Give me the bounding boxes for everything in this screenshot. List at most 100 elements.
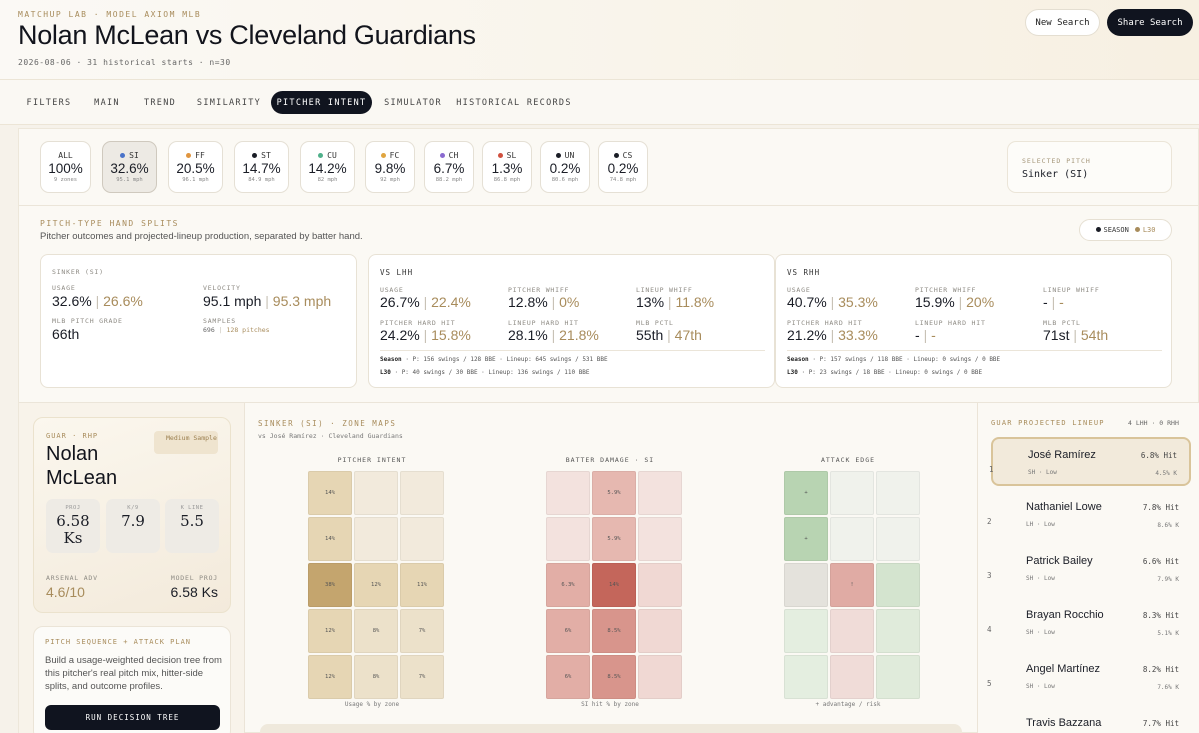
pitch-chip-ff[interactable]: FF 20.5% 96.1 mph	[168, 141, 223, 193]
batter-damage-zone-cell[interactable]: 8.5%	[592, 655, 636, 699]
run-decision-tree-button[interactable]: RUN DECISION TREE	[45, 705, 220, 730]
pitcher-intent-zone-cell[interactable]	[354, 471, 398, 515]
attack-edge-zone-cell[interactable]: +	[784, 471, 828, 515]
batter-damage-zone-cell[interactable]	[638, 471, 682, 515]
pitcher-intent-zone-cell[interactable]: 7%	[400, 655, 444, 699]
pitch-chip-ch[interactable]: CH 6.7% 88.2 mph	[424, 141, 474, 193]
stat-value: 6.58 Ks	[56, 512, 90, 547]
pitcher-intent-zone-cell[interactable]: 12%	[308, 609, 352, 653]
usage-label: USAGE	[787, 286, 811, 294]
pitcher-intent-zone-cell[interactable]: 8%	[354, 655, 398, 699]
attack-edge-zone-cell[interactable]	[830, 655, 874, 699]
season-sample-footnote: Season · P: 156 swings / 128 BBE · Lineu…	[380, 356, 608, 363]
lineup-hard-hit-label: LINEUP HARD HIT	[508, 319, 579, 327]
attack-edge-zone-cell[interactable]	[784, 563, 828, 607]
pitcher-intent-zone-cell[interactable]	[354, 517, 398, 561]
batter-hit-rate: 6.6% Hit	[1142, 557, 1179, 566]
pitcher-intent-zone-cell[interactable]: 12%	[308, 655, 352, 699]
pitch-velocity: 82 mph	[317, 177, 338, 183]
share-search-button[interactable]: Share Search	[1107, 9, 1193, 36]
pitcher-intent-zone-cell[interactable]: 38%	[308, 563, 352, 607]
batter-damage-zone-cell[interactable]	[638, 609, 682, 653]
attack-edge-zone-cell[interactable]	[876, 563, 920, 607]
pitch-chip-sl[interactable]: SL 1.3% 86.8 mph	[482, 141, 532, 193]
pitcher-intent-zone-cell[interactable]: 12%	[354, 563, 398, 607]
selected-pitch-value: Sinker (SI)	[1022, 169, 1089, 180]
pitch-usage: 1.3%	[491, 161, 523, 176]
mlb-pctl-label: MLB PCTL	[1043, 319, 1081, 327]
pitch-chip-cu[interactable]: CU 14.2% 82 mph	[300, 141, 355, 193]
batter-damage-zone-cell[interactable]	[638, 655, 682, 699]
tab-historical-records[interactable]: HISTORICAL RECORDS	[456, 97, 572, 108]
pitcher-intent-zone-cell[interactable]: 14%	[308, 471, 352, 515]
batter-damage-zone-cell[interactable]	[638, 563, 682, 607]
batter-name: Nathaniel Lowe	[1026, 501, 1102, 513]
pitch-usage: 100%	[48, 161, 83, 176]
lineup-batter-row[interactable]: 1 José Ramírez SH · Low 6.8% Hit 4.5% K	[989, 437, 1191, 486]
pitcher-intent-zone-cell[interactable]	[400, 517, 444, 561]
attack-edge-zone-cell[interactable]	[876, 609, 920, 653]
lineup-batter-row[interactable]: 3 Patrick Bailey SH · Low 6.6% Hit 7.9% K	[987, 545, 1191, 594]
pitcher-hard-hit-value: 21.2% | 33.3%	[787, 327, 878, 343]
attack-edge-zone-cell[interactable]	[784, 655, 828, 699]
attack-edge-zone-cell[interactable]	[830, 517, 874, 561]
batter-damage-title: BATTER DAMAGE · SI	[565, 456, 655, 464]
usage-value: 40.7% | 35.3%	[787, 294, 878, 310]
model-proj-value: 6.58 Ks	[170, 584, 218, 600]
pitcher-intent-zone-cell[interactable]: 11%	[400, 563, 444, 607]
tab-main[interactable]: MAIN	[94, 97, 120, 108]
attack-edge-zone-cell[interactable]	[876, 471, 920, 515]
tab-similarity[interactable]: SIMILARITY	[196, 97, 262, 108]
lineup-batter-row[interactable]: 5 Angel Martínez SH · Low 8.2% Hit 7.6% K	[987, 653, 1191, 702]
pitch-code: FC	[366, 151, 414, 160]
tab-simulator[interactable]: SIMULATOR	[384, 97, 442, 108]
tab-pitcher-intent[interactable]: PITCHER INTENT	[271, 91, 372, 114]
tab-filters[interactable]: FILTERS	[26, 97, 72, 108]
attack-edge-zone-cell[interactable]: +	[784, 517, 828, 561]
pitch-chip-fc[interactable]: FC 9.8% 92 mph	[365, 141, 415, 193]
legend-dot	[1095, 227, 1101, 232]
batter-damage-zone-cell[interactable]	[546, 471, 590, 515]
attack-edge-zone-cell[interactable]	[830, 609, 874, 653]
batter-damage-zone-cell[interactable]: 5.9%	[592, 471, 636, 515]
batter-damage-zone-cell[interactable]: 8.5%	[592, 609, 636, 653]
pitch-usage: 14.2%	[308, 161, 347, 176]
pitcher-intent-zone-cell[interactable]: 8%	[354, 609, 398, 653]
attack-edge-zone-cell[interactable]	[876, 655, 920, 699]
divider	[787, 350, 1162, 351]
batter-damage-zone-cell[interactable]: 6%	[546, 609, 590, 653]
lineup-batter-row[interactable]: 2 Nathaniel Lowe LH · Low 7.8% Hit 8.6% K	[987, 491, 1191, 540]
batter-damage-zone-cell[interactable]	[546, 517, 590, 561]
samples-label: SAMPLES	[203, 317, 236, 325]
batter-damage-zone-cell[interactable]: 6%	[546, 655, 590, 699]
pitch-chip-st[interactable]: ST 14.7% 84.9 mph	[234, 141, 289, 193]
batter-hand-sample: SH · Low	[1026, 683, 1055, 690]
new-search-button[interactable]: New Search	[1025, 9, 1100, 36]
batter-damage-zone-cell[interactable]: 6.3%	[546, 563, 590, 607]
l30-sample-footnote: L30 · P: 40 swings / 30 BBE · Lineup: 13…	[380, 369, 590, 376]
pitcher-intent-zone-cell[interactable]	[400, 471, 444, 515]
pitch-chip-cs[interactable]: CS 0.2% 74.8 mph	[598, 141, 648, 193]
pitch-chip-si[interactable]: SI 32.6% 95.1 mph	[102, 141, 157, 193]
pitcher-intent-zone-cell[interactable]: 14%	[308, 517, 352, 561]
hand-splits-label: PITCH-TYPE HAND SPLITS	[40, 219, 179, 228]
pitch-usage: 9.8%	[374, 161, 406, 176]
attack-edge-zone-cell[interactable]: !	[830, 563, 874, 607]
lineup-batter-row[interactable]: 4 Brayan Rocchio SH · Low 8.3% Hit 5.1% K	[987, 599, 1191, 648]
pitcher-intent-zone-cell[interactable]: 7%	[400, 609, 444, 653]
batter-damage-zone-cell[interactable]: 5.9%	[592, 517, 636, 561]
attack-edge-zone-cell[interactable]	[830, 471, 874, 515]
tab-trend[interactable]: TREND	[143, 97, 177, 108]
pitcher-hard-hit-label: PITCHER HARD HIT	[787, 319, 863, 327]
batter-damage-zone-cell[interactable]	[638, 517, 682, 561]
batter-damage-caption: SI hit % by zone	[581, 701, 639, 708]
batter-damage-zone-cell[interactable]: 14%	[592, 563, 636, 607]
attack-edge-zone-cell[interactable]	[784, 609, 828, 653]
pitch-chip-all[interactable]: ALL 100% 9 zones	[40, 141, 91, 193]
attack-edge-zone-cell[interactable]	[876, 517, 920, 561]
pitch-chip-un[interactable]: UN 0.2% 80.6 mph	[540, 141, 590, 193]
batter-hand-sample: SH · Low	[1026, 629, 1055, 636]
batter-name: Travis Bazzana	[1026, 717, 1102, 729]
stat-label: K LINE	[180, 505, 204, 511]
